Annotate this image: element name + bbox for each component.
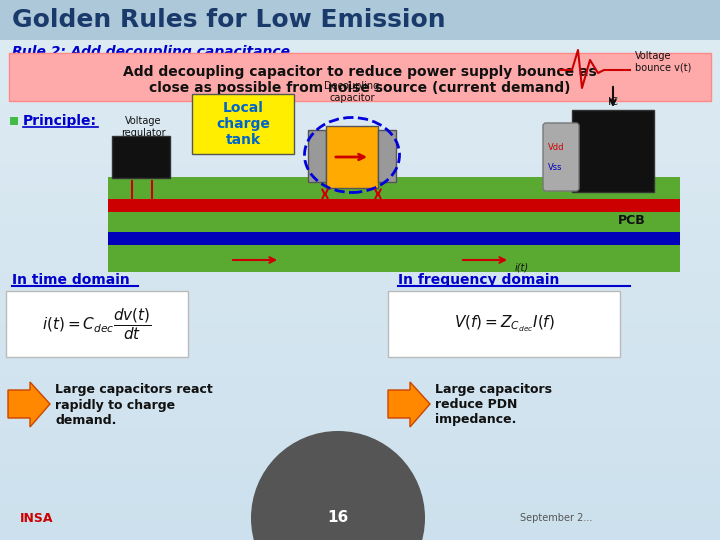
Text: $i(t)=C_{dec}\dfrac{dv(t)}{dt}$: $i(t)=C_{dec}\dfrac{dv(t)}{dt}$ [42, 306, 152, 342]
Bar [112, 136, 170, 178]
Bar [10, 117, 18, 125]
Text: Large capacitors
reduce PDN
impedance.: Large capacitors reduce PDN impedance. [435, 383, 552, 427]
Bar [572, 110, 654, 192]
Text: Large capacitors react
rapidly to charge
demand.: Large capacitors react rapidly to charge… [55, 383, 212, 427]
Text: In frequency domain: In frequency domain [398, 273, 559, 287]
Text: close as possible from noise source (current demand): close as possible from noise source (cur… [149, 81, 571, 95]
Text: 16: 16 [328, 510, 348, 525]
Text: $V(f)=Z_{C_{dec}}I(f)$: $V(f)=Z_{C_{dec}}I(f)$ [454, 314, 554, 334]
Bar [308, 130, 326, 182]
Text: Principle:: Principle: [23, 114, 97, 128]
Text: Golden Rules for Low Emission: Golden Rules for Low Emission [12, 8, 446, 32]
FancyBboxPatch shape [543, 123, 579, 191]
Bar [108, 232, 680, 245]
FancyBboxPatch shape [192, 94, 294, 154]
Text: PCB: PCB [618, 213, 646, 226]
Text: Vdd: Vdd [548, 144, 564, 152]
FancyBboxPatch shape [388, 291, 620, 357]
Text: September 2...: September 2... [520, 513, 593, 523]
FancyBboxPatch shape [6, 291, 188, 357]
Text: Vss: Vss [548, 163, 562, 172]
Bar [0, 0, 720, 40]
Bar [326, 126, 378, 188]
Text: Vss: Vss [113, 233, 132, 243]
Text: In time domain: In time domain [12, 273, 130, 287]
Text: Vdd: Vdd [113, 200, 135, 210]
Bar [108, 199, 680, 212]
Bar [108, 245, 680, 272]
Text: Rule 2: Add decoupling capacitance: Rule 2: Add decoupling capacitance [12, 45, 290, 59]
Polygon shape [8, 382, 50, 427]
Bar [108, 177, 680, 245]
FancyBboxPatch shape [9, 53, 711, 101]
Text: IC: IC [608, 97, 618, 107]
Text: Local
charge
tank: Local charge tank [216, 101, 270, 147]
Text: INSA: INSA [20, 511, 53, 524]
Text: i(t): i(t) [515, 262, 529, 272]
Text: Add decoupling capacitor to reduce power supply bounce as: Add decoupling capacitor to reduce power… [123, 65, 597, 79]
Text: Decoupling
capacitor: Decoupling capacitor [325, 81, 379, 103]
Text: n: n [10, 116, 17, 126]
Text: Voltage
regulator: Voltage regulator [121, 116, 166, 138]
Bar [378, 130, 396, 182]
Polygon shape [388, 382, 430, 427]
Text: Voltage
bounce v(t): Voltage bounce v(t) [635, 51, 691, 73]
